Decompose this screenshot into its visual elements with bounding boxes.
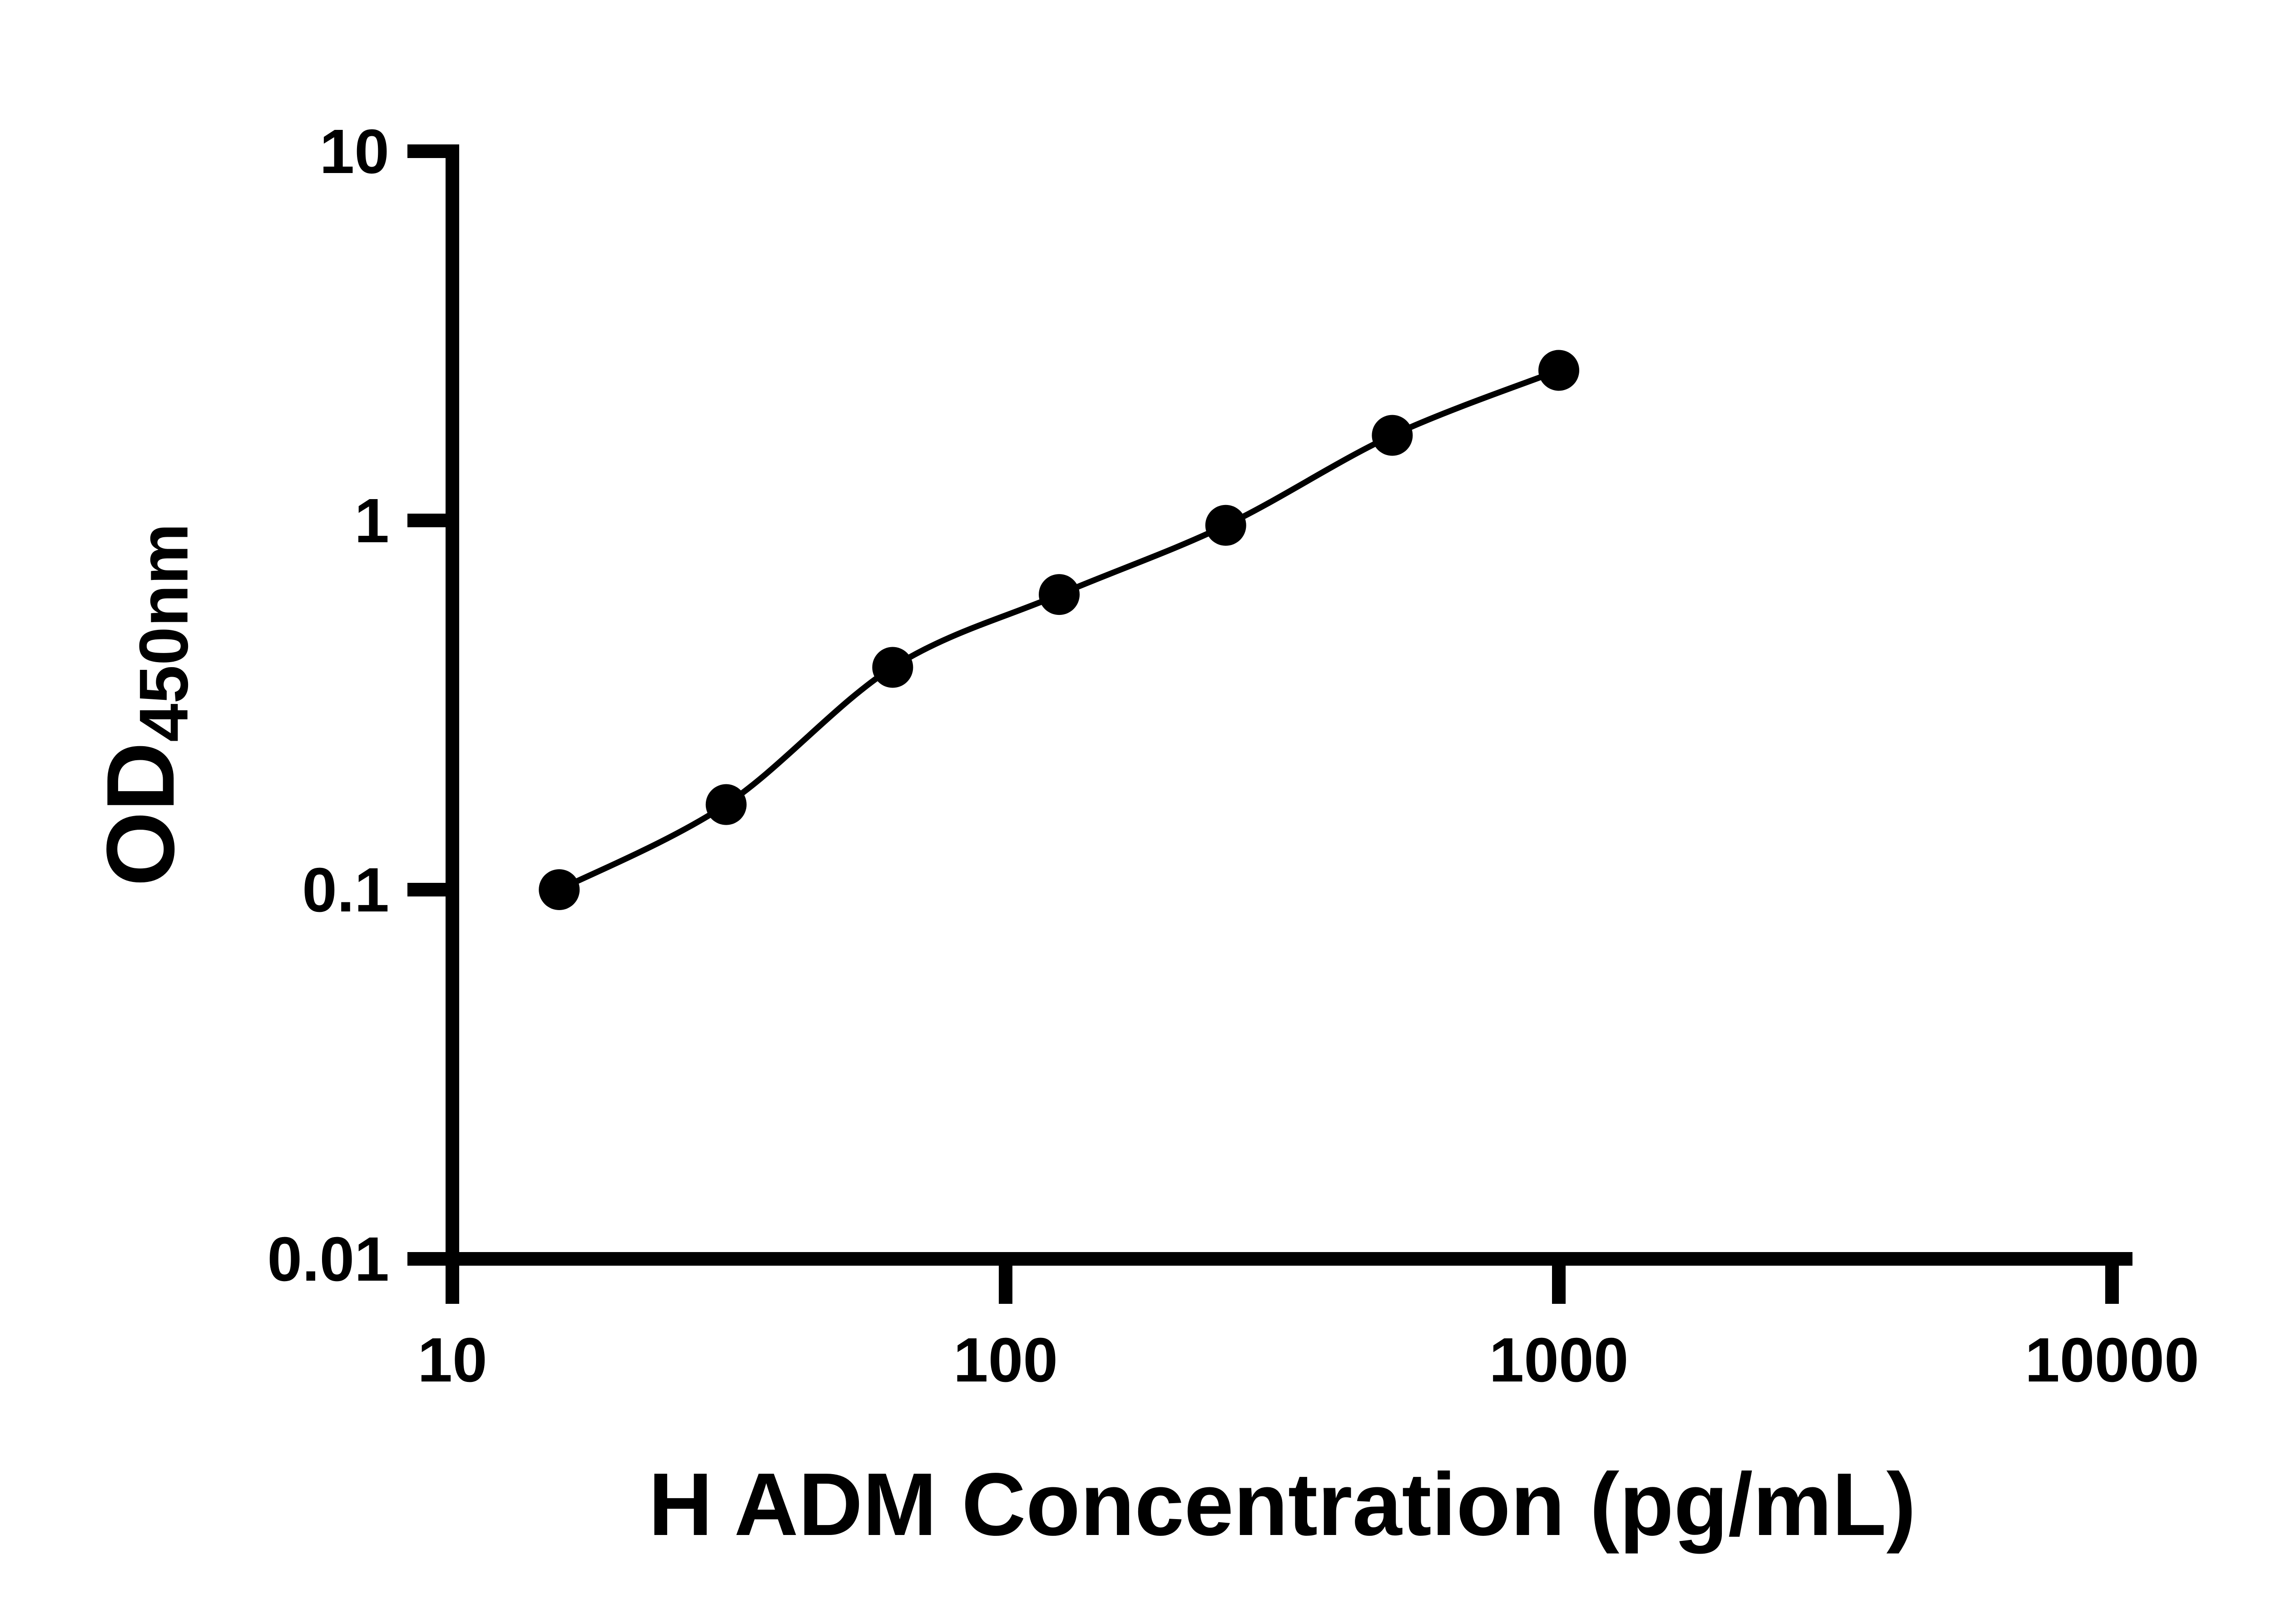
data-point (1538, 350, 1579, 391)
data-point (872, 647, 913, 688)
y-axis-tick-label: 0.01 (267, 1224, 389, 1294)
x-axis-title: H ADM Concentration (pg/mL) (648, 1455, 1916, 1554)
x-axis-tick-label: 100 (953, 1325, 1058, 1395)
data-point (705, 784, 747, 825)
y-axis-title-main: OD (86, 742, 194, 886)
y-axis-title-subscript: 450nm (125, 523, 203, 742)
x-axis-tick-label: 10 (417, 1325, 487, 1395)
data-point (1205, 505, 1246, 546)
x-axis-tick-label: 10000 (2025, 1325, 2199, 1395)
data-point (539, 869, 580, 910)
x-axis-tick-label: 1000 (1489, 1325, 1629, 1395)
data-point (1039, 574, 1080, 615)
y-axis-title: OD450nm (86, 523, 202, 886)
data-point (1372, 415, 1413, 456)
y-axis-tick-label: 1 (354, 486, 389, 556)
y-axis-tick-label: 0.1 (302, 855, 389, 925)
y-axis-tick-label: 10 (320, 117, 390, 187)
